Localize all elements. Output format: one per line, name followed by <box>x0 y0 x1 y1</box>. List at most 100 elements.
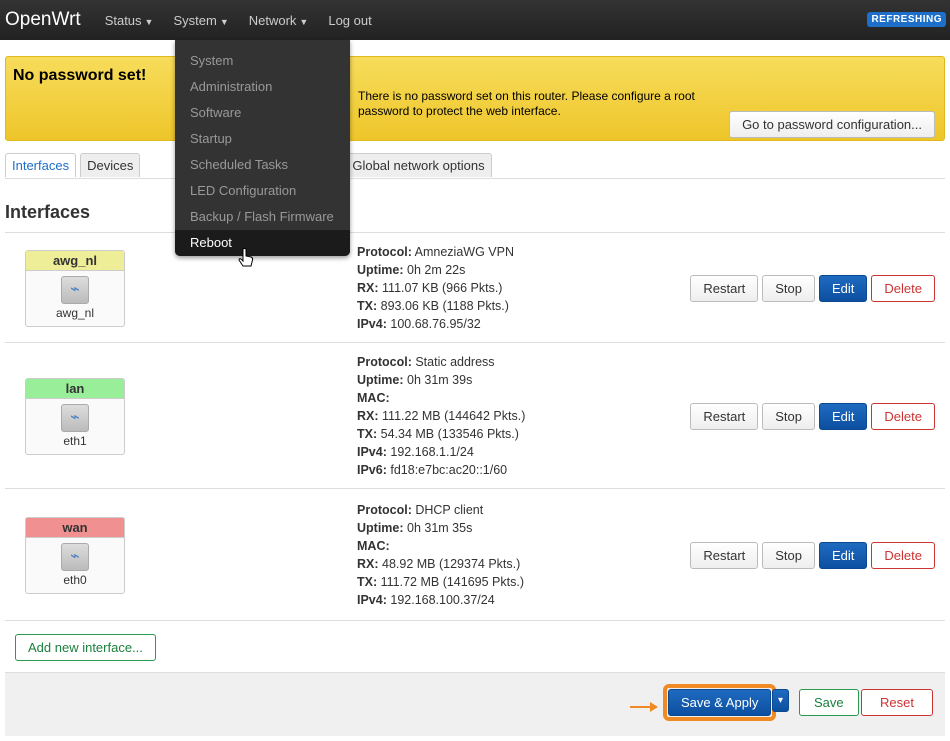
alert-text: There is no password set on this router.… <box>358 89 695 118</box>
arrow-annotation-icon <box>630 702 658 712</box>
dropdown-item-led-configuration[interactable]: LED Configuration <box>190 183 297 198</box>
interface-name: lan <box>26 378 124 399</box>
tab-interfaces[interactable]: Interfaces <box>5 153 77 177</box>
menu-logout[interactable]: Log out <box>328 12 372 28</box>
interface-row-awg_nl: awg_nl ⌁ awg_nl Protocol: AmneziaWG VPN U… <box>5 232 945 342</box>
save-button[interactable]: Save <box>799 689 859 716</box>
info-label: Protocol: <box>357 355 412 369</box>
info-label: IPv4: <box>357 317 387 331</box>
info-line: Uptime: 0h 2m 22s <box>357 261 514 279</box>
info-label: TX: <box>357 575 378 589</box>
interface-info: Protocol: AmneziaWG VPN Uptime: 0h 2m 22s… <box>357 243 514 333</box>
caret-down-icon: ▼ <box>299 16 309 27</box>
tab-divider <box>5 178 945 179</box>
menu-label: System <box>173 12 217 28</box>
interface-info: Protocol: Static address Uptime: 0h 31m 3… <box>357 353 525 479</box>
page-title: Interfaces <box>5 202 91 222</box>
info-label: RX: <box>357 409 379 423</box>
save-apply-dropdown-button[interactable]: ▾ <box>772 689 790 712</box>
interface-row-lan: lan ⌁ eth1 Protocol: Static address Uptim… <box>5 342 945 488</box>
dropdown-item-backup-flash[interactable]: Backup / Flash Firmware <box>190 209 334 224</box>
info-value: 192.168.100.37/24 <box>390 593 495 607</box>
interface-badge[interactable]: wan ⌁ eth0 <box>25 516 125 594</box>
row-actions: Restart Stop Edit Delete <box>690 542 935 569</box>
info-line: Uptime: 0h 31m 39s <box>357 371 525 389</box>
row-actions: Restart Stop Edit Delete <box>690 403 935 430</box>
info-value: fd18:e7bc:ac20::1/60 <box>390 463 508 477</box>
menu-network[interactable]: Network ▼ <box>239 13 319 28</box>
info-value: 48.92 MB (129374 Pkts.) <box>382 557 521 571</box>
stop-button[interactable]: Stop <box>762 542 816 569</box>
info-line: RX: 111.07 KB (966 Pkts.) <box>357 279 514 297</box>
dropdown-item-startup[interactable]: Startup <box>190 131 232 146</box>
info-line: IPv4: 100.68.76.95/32 <box>357 315 514 333</box>
info-value: 192.168.1.1/24 <box>390 445 474 459</box>
add-interface-button[interactable]: Add new interface... <box>15 634 156 661</box>
info-line: RX: 48.92 MB (129374 Pkts.) <box>357 555 524 573</box>
info-label: MAC: <box>357 391 390 405</box>
dropdown-item-scheduled-tasks[interactable]: Scheduled Tasks <box>190 157 289 172</box>
edit-button[interactable]: Edit <box>819 542 868 569</box>
interface-device: eth1 <box>63 433 87 448</box>
info-line: RX: 111.22 MB (144642 Pkts.) <box>357 407 525 425</box>
info-line: Protocol: AmneziaWG VPN <box>357 243 514 261</box>
delete-button[interactable]: Delete <box>871 275 935 302</box>
stop-button[interactable]: Stop <box>762 403 816 430</box>
delete-button[interactable]: Delete <box>871 542 935 569</box>
alert-title: No password set! <box>13 67 147 84</box>
interface-device: awg_nl <box>55 305 95 320</box>
restart-button[interactable]: Restart <box>690 542 759 569</box>
interface-device: eth0 <box>63 572 87 587</box>
info-label: Uptime: <box>357 373 404 387</box>
edit-button[interactable]: Edit <box>819 275 868 302</box>
tab-devices[interactable]: Devices <box>80 153 141 177</box>
brand-logo[interactable]: OpenWrt <box>5 9 81 30</box>
no-password-alert: No password set! There is no password se… <box>5 56 945 141</box>
highlight-frame: Save & Apply <box>663 684 777 721</box>
reset-button[interactable]: Reset <box>861 689 933 716</box>
info-label: TX: <box>357 427 378 441</box>
info-value: 111.72 MB (141695 Pkts.) <box>380 575 524 589</box>
info-value: 111.22 MB (144642 Pkts.) <box>382 409 526 423</box>
info-line: Protocol: Static address <box>357 353 525 371</box>
delete-button[interactable]: Delete <box>871 403 935 430</box>
info-label: RX: <box>357 557 379 571</box>
info-value: 893.06 KB (1188 Pkts.) <box>380 299 509 313</box>
info-label: Uptime: <box>357 263 404 277</box>
restart-button[interactable]: Restart <box>690 403 759 430</box>
info-line: Protocol: DHCP client <box>357 501 524 519</box>
info-line: IPv6: fd18:e7bc:ac20::1/60 <box>357 461 525 479</box>
info-line: TX: 54.34 MB (133546 Pkts.) <box>357 425 525 443</box>
restart-button[interactable]: Restart <box>690 275 759 302</box>
info-value: 111.07 KB (966 Pkts.) <box>382 281 503 295</box>
info-label: Uptime: <box>357 521 404 535</box>
dropdown-item-administration[interactable]: Administration <box>190 79 273 94</box>
refreshing-badge[interactable]: REFRESHING <box>867 12 946 27</box>
interface-badge[interactable]: lan ⌁ eth1 <box>25 377 125 455</box>
menu-system[interactable]: System ▼ <box>163 13 238 28</box>
save-apply-button[interactable]: Save & Apply <box>668 689 772 716</box>
info-label: IPv4: <box>357 593 387 607</box>
system-dropdown-menu: System Administration Software Startup S… <box>175 40 350 256</box>
tab-global-options[interactable]: Global network options <box>345 153 492 177</box>
info-value: Static address <box>415 355 495 369</box>
row-actions: Restart Stop Edit Delete <box>690 275 935 302</box>
interface-name: awg_nl <box>26 250 124 271</box>
network-port-icon: ⌁ <box>61 275 89 304</box>
menu-status[interactable]: Status ▼ <box>95 13 164 28</box>
info-value: 100.68.76.95/32 <box>390 317 481 331</box>
info-value: 0h 2m 22s <box>407 263 466 277</box>
dropdown-item-reboot[interactable]: Reboot <box>175 230 350 256</box>
dropdown-item-system[interactable]: System <box>190 53 234 68</box>
info-line: TX: 893.06 KB (1188 Pkts.) <box>357 297 514 315</box>
network-port-icon: ⌁ <box>61 542 89 571</box>
menu-label: Status <box>104 12 142 28</box>
interface-row-wan: wan ⌁ eth0 Protocol: DHCP client Uptime: … <box>5 488 945 620</box>
network-port-icon: ⌁ <box>61 403 89 432</box>
interface-badge[interactable]: awg_nl ⌁ awg_nl <box>25 249 125 327</box>
password-config-button[interactable]: Go to password configuration... <box>729 111 935 138</box>
dropdown-item-software[interactable]: Software <box>190 105 242 120</box>
info-line: Uptime: 0h 31m 35s <box>357 519 524 537</box>
stop-button[interactable]: Stop <box>762 275 816 302</box>
edit-button[interactable]: Edit <box>819 403 868 430</box>
